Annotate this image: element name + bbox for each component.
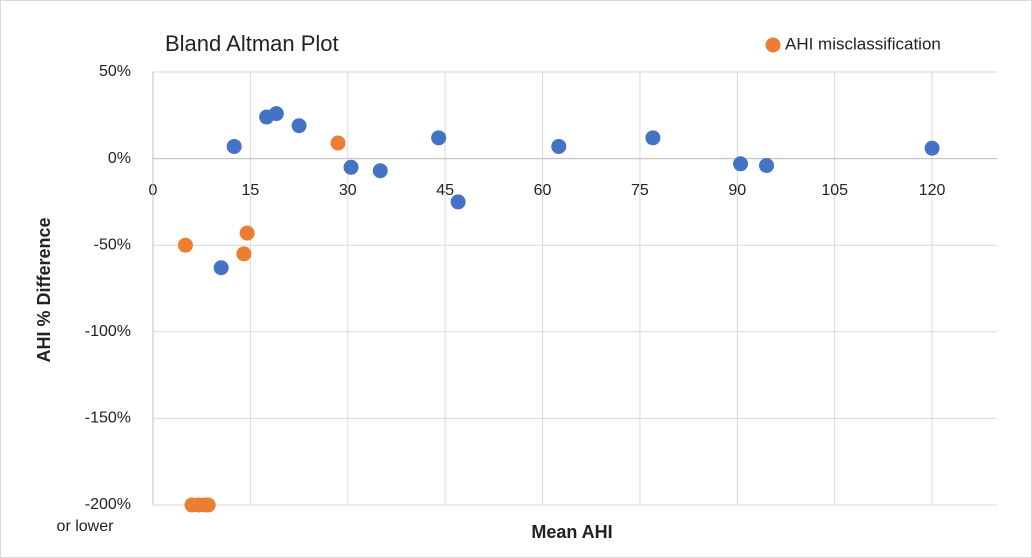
point bbox=[330, 135, 346, 151]
point bbox=[645, 130, 661, 146]
point bbox=[200, 497, 216, 513]
point bbox=[450, 194, 466, 210]
y-tick-label: -150% bbox=[85, 410, 131, 427]
point bbox=[177, 237, 193, 253]
x-tick-label: 120 bbox=[919, 182, 946, 199]
x-tick-label: 90 bbox=[728, 182, 746, 199]
y-tick-label: 0% bbox=[108, 150, 131, 167]
point bbox=[431, 130, 447, 146]
x-axis-label: Mean AHI bbox=[531, 522, 612, 542]
x-tick-label: 105 bbox=[821, 182, 848, 199]
y-axis-label: AHI % Difference bbox=[34, 217, 54, 362]
point bbox=[343, 159, 359, 175]
point bbox=[551, 138, 567, 154]
point bbox=[226, 138, 242, 154]
x-tick-label: 75 bbox=[631, 182, 649, 199]
point bbox=[372, 163, 388, 179]
x-tick-label: 30 bbox=[339, 182, 357, 199]
y-tick-label: -50% bbox=[94, 236, 131, 253]
y-tick-label: -200% bbox=[85, 496, 131, 513]
point bbox=[733, 156, 749, 172]
x-tick-label: 60 bbox=[534, 182, 552, 199]
legend-label: AHI misclassification bbox=[785, 34, 941, 53]
point bbox=[268, 106, 284, 122]
point bbox=[924, 140, 940, 156]
y-tick-label: 50% bbox=[99, 63, 131, 80]
point bbox=[236, 246, 252, 262]
legend-marker bbox=[765, 37, 781, 53]
point bbox=[759, 158, 775, 174]
point bbox=[239, 225, 255, 241]
chart-title: Bland Altman Plot bbox=[165, 31, 339, 56]
point bbox=[213, 260, 229, 276]
point bbox=[291, 118, 307, 134]
annotation: or lower bbox=[57, 518, 115, 535]
x-tick-label: 15 bbox=[241, 182, 259, 199]
x-tick-label: 45 bbox=[436, 182, 454, 199]
y-tick-label: -100% bbox=[85, 323, 131, 340]
